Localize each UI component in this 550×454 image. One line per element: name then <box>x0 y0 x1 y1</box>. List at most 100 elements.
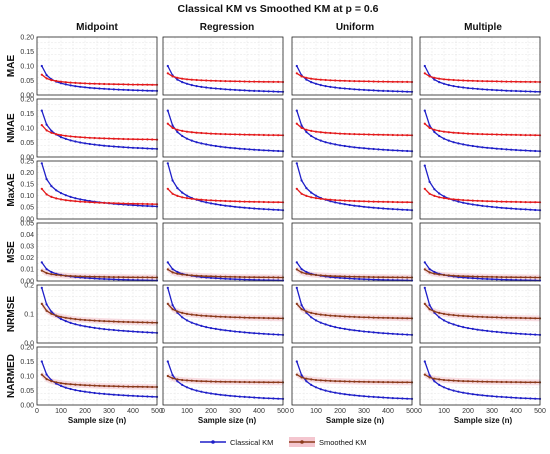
classical-km-point <box>69 321 72 324</box>
classical-km-point <box>367 147 370 150</box>
classical-km-point <box>117 278 120 281</box>
smoothed-km-point <box>248 200 251 203</box>
panel <box>419 36 542 96</box>
smoothed-km-point <box>338 199 342 202</box>
classical-km-point <box>406 333 409 336</box>
classical-km-point <box>348 87 351 90</box>
classical-km-point <box>136 330 139 333</box>
classical-km-point <box>505 207 508 210</box>
smoothed-km-point <box>406 381 409 384</box>
smoothed-km-point <box>358 200 361 203</box>
smoothed-km-point <box>391 200 394 204</box>
classical-km-point <box>510 207 513 210</box>
x-tick-label: 0 <box>161 408 165 415</box>
classical-km-point <box>238 330 241 333</box>
smoothed-km-point <box>74 275 77 278</box>
smoothed-km-point <box>98 82 101 85</box>
x-tick-label: 300 <box>229 408 241 415</box>
classical-km-point <box>295 162 298 165</box>
smoothed-km-point <box>300 75 303 78</box>
smoothed-km-point <box>486 80 489 83</box>
panel-border <box>419 284 541 344</box>
smoothed-km-point <box>117 320 120 323</box>
classical-km-point <box>93 87 96 90</box>
panel <box>419 222 542 282</box>
y-tick-label: 0.10 <box>20 373 34 380</box>
smoothed-km-point <box>195 131 198 134</box>
classical-km-point <box>229 205 232 208</box>
smoothed-km-point <box>295 187 298 190</box>
row-title: NMAE <box>6 113 17 143</box>
x-tick-label: 500 <box>406 408 418 415</box>
classical-km-point <box>524 208 527 211</box>
smoothed-km-point <box>401 317 404 320</box>
smoothed-km-point <box>205 132 208 135</box>
smoothed-km-point <box>98 201 101 204</box>
smoothed-km-point <box>519 316 522 320</box>
classical-km-point <box>214 277 217 280</box>
classical-km-point <box>131 89 135 92</box>
classical-km-point <box>40 162 43 165</box>
panel-border <box>162 36 284 96</box>
smoothed-km-point <box>319 131 322 134</box>
classical-km-point <box>166 261 169 264</box>
smoothed-km-point <box>200 380 203 383</box>
smoothed-km-point <box>214 275 217 278</box>
classical-km-point <box>433 380 436 383</box>
smoothed-km-point <box>486 133 489 136</box>
classical-km-point <box>442 195 446 198</box>
classical-km-point <box>127 394 130 397</box>
classical-km-point <box>382 396 385 399</box>
smoothed-km-point <box>396 201 399 204</box>
smoothed-km-point <box>107 83 111 86</box>
smoothed-km-point <box>348 380 351 383</box>
smoothed-km-point <box>524 134 527 137</box>
smoothed-km-point <box>433 128 436 131</box>
classical-km-point <box>382 148 385 151</box>
smoothed-km-point <box>514 381 518 384</box>
y-tick-label: 0.05 <box>20 220 34 227</box>
classical-km-point <box>428 180 431 183</box>
smoothed-km-point <box>524 381 527 384</box>
smoothed-km-point <box>141 276 144 279</box>
panel <box>36 284 159 344</box>
classical-km-point <box>88 86 91 89</box>
classical-km-point <box>112 328 115 332</box>
smoothed-km-point <box>486 316 489 319</box>
smoothed-km-point <box>112 202 115 205</box>
classical-km-point <box>209 87 213 90</box>
classical-km-point <box>295 286 298 289</box>
smoothed-km-point <box>122 320 125 323</box>
classical-km-point <box>510 89 513 92</box>
classical-km-point <box>500 331 503 334</box>
smoothed-km-point <box>74 200 77 203</box>
classical-km-point <box>209 392 213 395</box>
smoothed-km-point <box>55 133 58 136</box>
smoothed-km-point <box>358 133 361 136</box>
smoothed-km-point <box>238 80 241 83</box>
classical-km-point <box>510 148 513 151</box>
smoothed-km-point <box>486 200 489 203</box>
smoothed-km-point <box>205 314 208 317</box>
smoothed-km-point <box>122 83 125 86</box>
classical-km-point <box>166 64 169 68</box>
smoothed-km-point <box>253 200 256 203</box>
y-tick-label: 0.15 <box>20 359 34 366</box>
smoothed-km-point <box>257 276 261 279</box>
smoothed-km-point <box>69 317 72 320</box>
smoothed-km-point <box>529 317 532 320</box>
x-axis-title: Sample size (n) <box>326 416 385 425</box>
smoothed-km-point <box>257 80 261 83</box>
smoothed-km-point <box>510 381 513 384</box>
classical-km-point <box>534 333 537 336</box>
smoothed-km-point <box>277 381 280 384</box>
classical-km-point <box>529 149 532 152</box>
panel-border <box>291 98 413 158</box>
smoothed-km-point <box>93 201 96 204</box>
smoothed-km-point <box>45 193 48 196</box>
smoothed-km-point <box>103 275 106 278</box>
smoothed-km-point <box>151 321 154 324</box>
smoothed-km-point <box>462 132 465 135</box>
classical-km-point <box>127 88 130 92</box>
classical-km-point <box>98 277 101 280</box>
